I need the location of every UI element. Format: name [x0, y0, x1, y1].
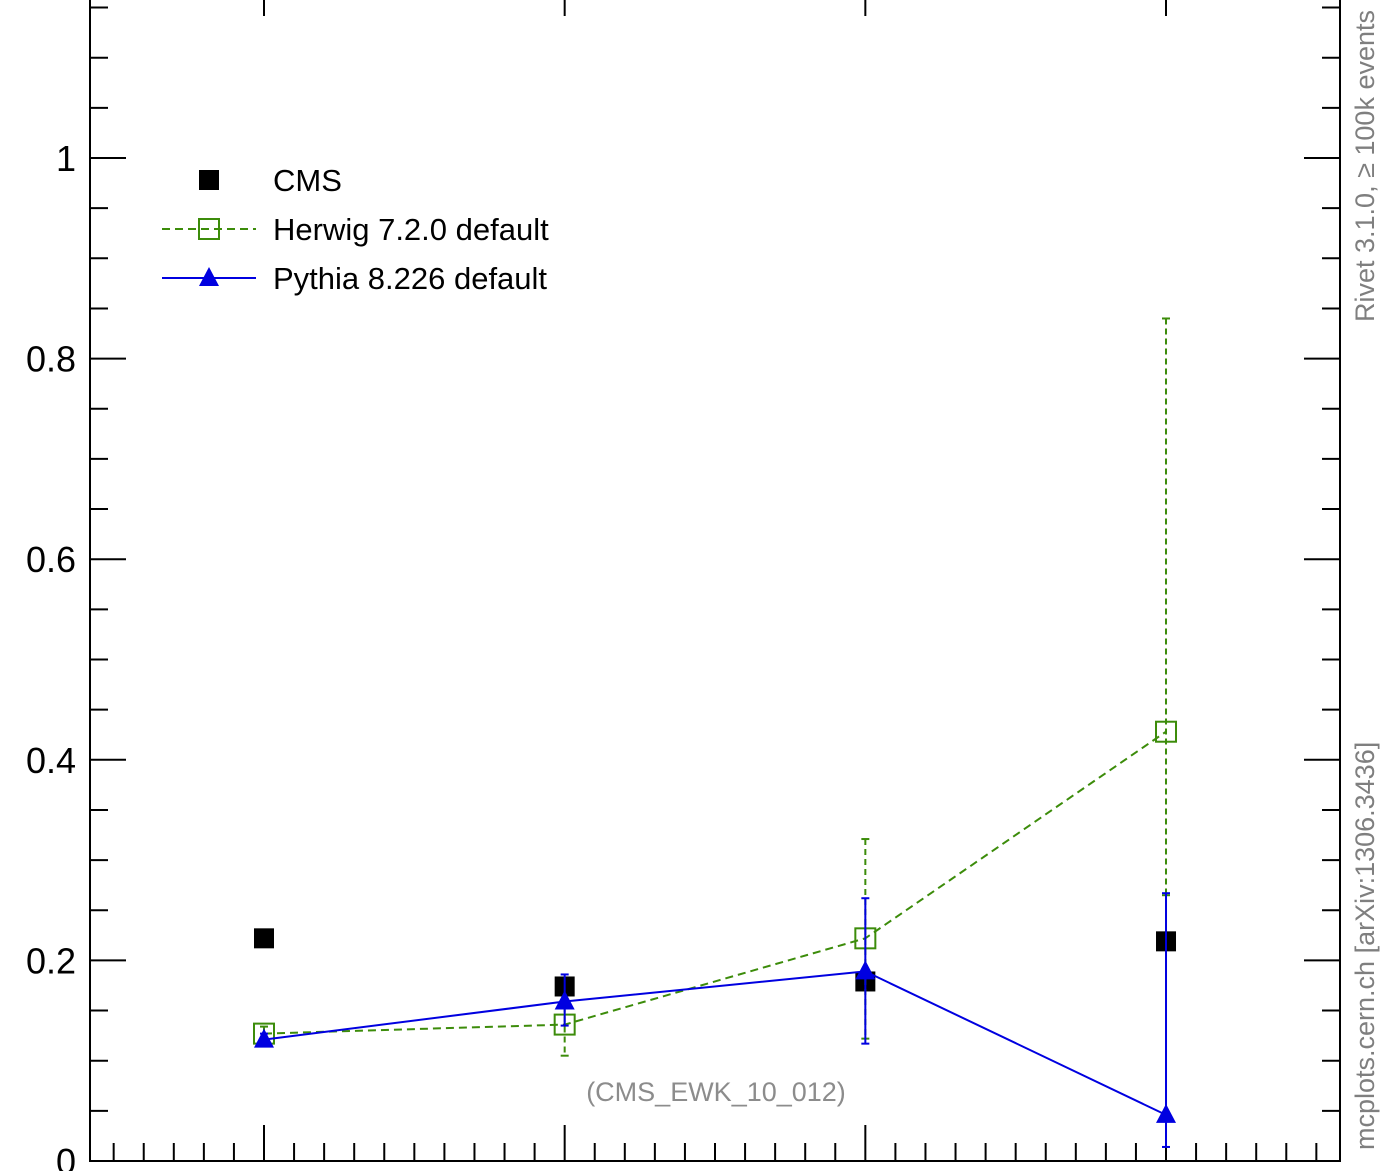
analysis-annotation: (CMS_EWK_10_012): [586, 1077, 846, 1107]
legend-marker: [199, 170, 219, 190]
plot-frame-group: [89, 0, 1341, 1162]
data-point: [254, 1028, 274, 1048]
legend-label: CMS: [273, 163, 342, 198]
data-point: [1156, 1103, 1177, 1123]
legend: CMS Herwig 7.2.0 default Pythia 8.226 defa…: [162, 163, 549, 296]
y-tick-label: 0.4: [26, 740, 76, 781]
legend-entry: CMS: [199, 163, 342, 198]
legend-marker: [199, 267, 219, 286]
legend-entry: Pythia 8.226 default: [162, 261, 547, 296]
legend-marker: [198, 218, 220, 240]
series-layer: [253, 317, 1178, 1148]
y-tick-label: 0.2: [26, 940, 76, 981]
data-point: [1155, 720, 1178, 743]
data-point: [554, 990, 575, 1010]
legend-label: Pythia 8.226 default: [273, 261, 547, 296]
legend-entry: Herwig 7.2.0 default: [162, 212, 549, 247]
legend-label: Herwig 7.2.0 default: [273, 212, 549, 247]
y-tick-label: 1: [56, 138, 76, 179]
series-2: [254, 892, 1177, 1148]
y-tick-label: 0.6: [26, 539, 76, 580]
series-line: [263, 970, 1167, 1116]
series-line: [263, 730, 1167, 1035]
side-label-bottom: mcplots.cern.ch [arXiv:1306.3436]: [1350, 742, 1380, 1150]
axis-ticks: [90, 0, 1340, 1162]
side-label-top: Rivet 3.1.0, ≥ 100k events: [1350, 10, 1380, 322]
series-1: [253, 317, 1178, 1057]
y-tick-label: 0.8: [26, 339, 76, 380]
y-tick-labels: 0 0.2 0.4 0.6 0.8 1: [26, 138, 76, 1171]
data-point: [855, 960, 876, 980]
y-tick-label: 0: [56, 1141, 76, 1171]
data-point: [254, 928, 274, 949]
